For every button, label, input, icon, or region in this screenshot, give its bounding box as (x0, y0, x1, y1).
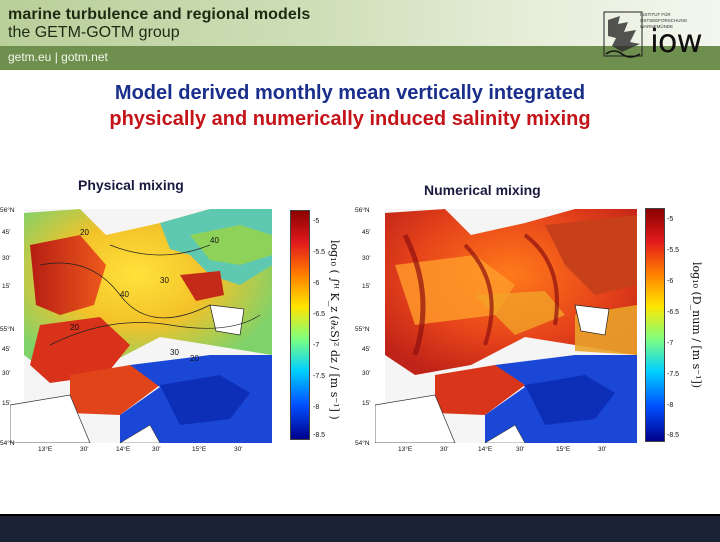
lon-label: 13°E (398, 446, 413, 453)
lon-label: 14°E (116, 446, 131, 453)
colorbar-tick: -5.5 (313, 249, 326, 256)
lon-label: 30' (440, 446, 449, 453)
lat-label: 56°N (0, 207, 15, 214)
lon-label: 14°E (478, 446, 493, 453)
footer-bar (0, 514, 720, 542)
colorbar-tick: -6.5 (667, 309, 680, 316)
svg-text:20: 20 (80, 228, 89, 237)
lat-label: 55°N (355, 326, 370, 333)
slide-title-line1: Model derived monthly mean vertically in… (114, 82, 586, 104)
lon-label: 30' (80, 446, 89, 453)
lat-label: 45' (362, 229, 371, 236)
lat-label: 45' (2, 229, 11, 236)
colorbar-tick: -5 (313, 218, 320, 225)
lon-label: 13°E (38, 446, 53, 453)
lat-label: 45' (362, 346, 371, 353)
slide-title-line2: physically and numerically induced salin… (109, 108, 591, 130)
colorbar-tick: -7 (313, 342, 320, 349)
institute-name: INSTITUT FÜR OSTSEEFORSCHUNG WARNEMÜNDE (640, 12, 688, 29)
svg-text:20: 20 (190, 354, 199, 363)
svg-text:30: 30 (160, 276, 169, 285)
colorbar-tick: -8 (667, 402, 674, 409)
lat-label: 30' (362, 255, 371, 262)
header-links[interactable]: getm.eu | gotm.net (8, 50, 108, 64)
lon-label: 30' (516, 446, 525, 453)
numerical-mixing-label: Numerical mixing (424, 182, 541, 198)
colorbar-tick: -6 (313, 280, 320, 287)
colorbar-tick: -6.5 (313, 311, 326, 318)
svg-text:30: 30 (170, 348, 179, 357)
lat-label: 45' (2, 346, 11, 353)
iow-emblem-icon (603, 11, 643, 58)
colorbar-tick: -8 (313, 404, 320, 411)
header-band: marine turbulence and regional models th… (0, 0, 720, 70)
slide-title: Model derived monthly mean vertically in… (0, 80, 700, 132)
lat-label: 55°N (0, 326, 15, 333)
lat-label: 30' (362, 370, 371, 377)
physical-mixing-label: Physical mixing (78, 177, 184, 193)
lon-label: 15°E (192, 446, 207, 453)
lat-label: 56°N (355, 207, 370, 214)
lat-label: 15' (362, 400, 371, 407)
numerical-colorbar (645, 208, 665, 442)
lat-label: 15' (2, 400, 11, 407)
lat-label: 15' (362, 283, 371, 290)
colorbar-tick: -7.5 (313, 373, 326, 380)
lat-label: 30' (2, 255, 11, 262)
physical-colorbar (290, 210, 310, 440)
lat-label: 54°N (355, 440, 370, 447)
svg-text:40: 40 (120, 290, 129, 299)
svg-text:20: 20 (70, 323, 79, 332)
colorbar-tick: -8.5 (313, 432, 326, 439)
colorbar-tick: -5.5 (667, 247, 680, 254)
physical-colorbar-label: log₁₀ ( ∫ᴴ K_z (∂ₓS)² dz / [m s⁻¹] ) (328, 240, 341, 420)
colorbar-tick: -7 (667, 340, 674, 347)
colorbar-tick: -5 (667, 216, 674, 223)
lon-label: 15°E (556, 446, 571, 453)
lat-label: 30' (2, 370, 11, 377)
physical-mixing-map: 20 40 30 20 20 40 30 (10, 205, 272, 443)
colorbar-tick: -6 (667, 278, 674, 285)
lon-label: 30' (152, 446, 161, 453)
lat-label: 54°N (0, 440, 15, 447)
numerical-colorbar-label: log₁₀ (D_num / [m s⁻¹]) (690, 262, 703, 389)
header-title: marine turbulence and regional models (8, 6, 311, 23)
header-subtitle: the GETM-GOTM group (8, 24, 180, 41)
numerical-mixing-map (375, 205, 637, 443)
svg-text:40: 40 (210, 236, 219, 245)
lat-label: 15' (2, 283, 11, 290)
lon-label: 30' (598, 446, 607, 453)
colorbar-tick: -7.5 (667, 371, 680, 378)
iow-logo-text: iow (650, 22, 703, 60)
colorbar-tick: -8.5 (667, 432, 680, 439)
lon-label: 30' (234, 446, 243, 453)
header-link-bar (0, 46, 720, 70)
